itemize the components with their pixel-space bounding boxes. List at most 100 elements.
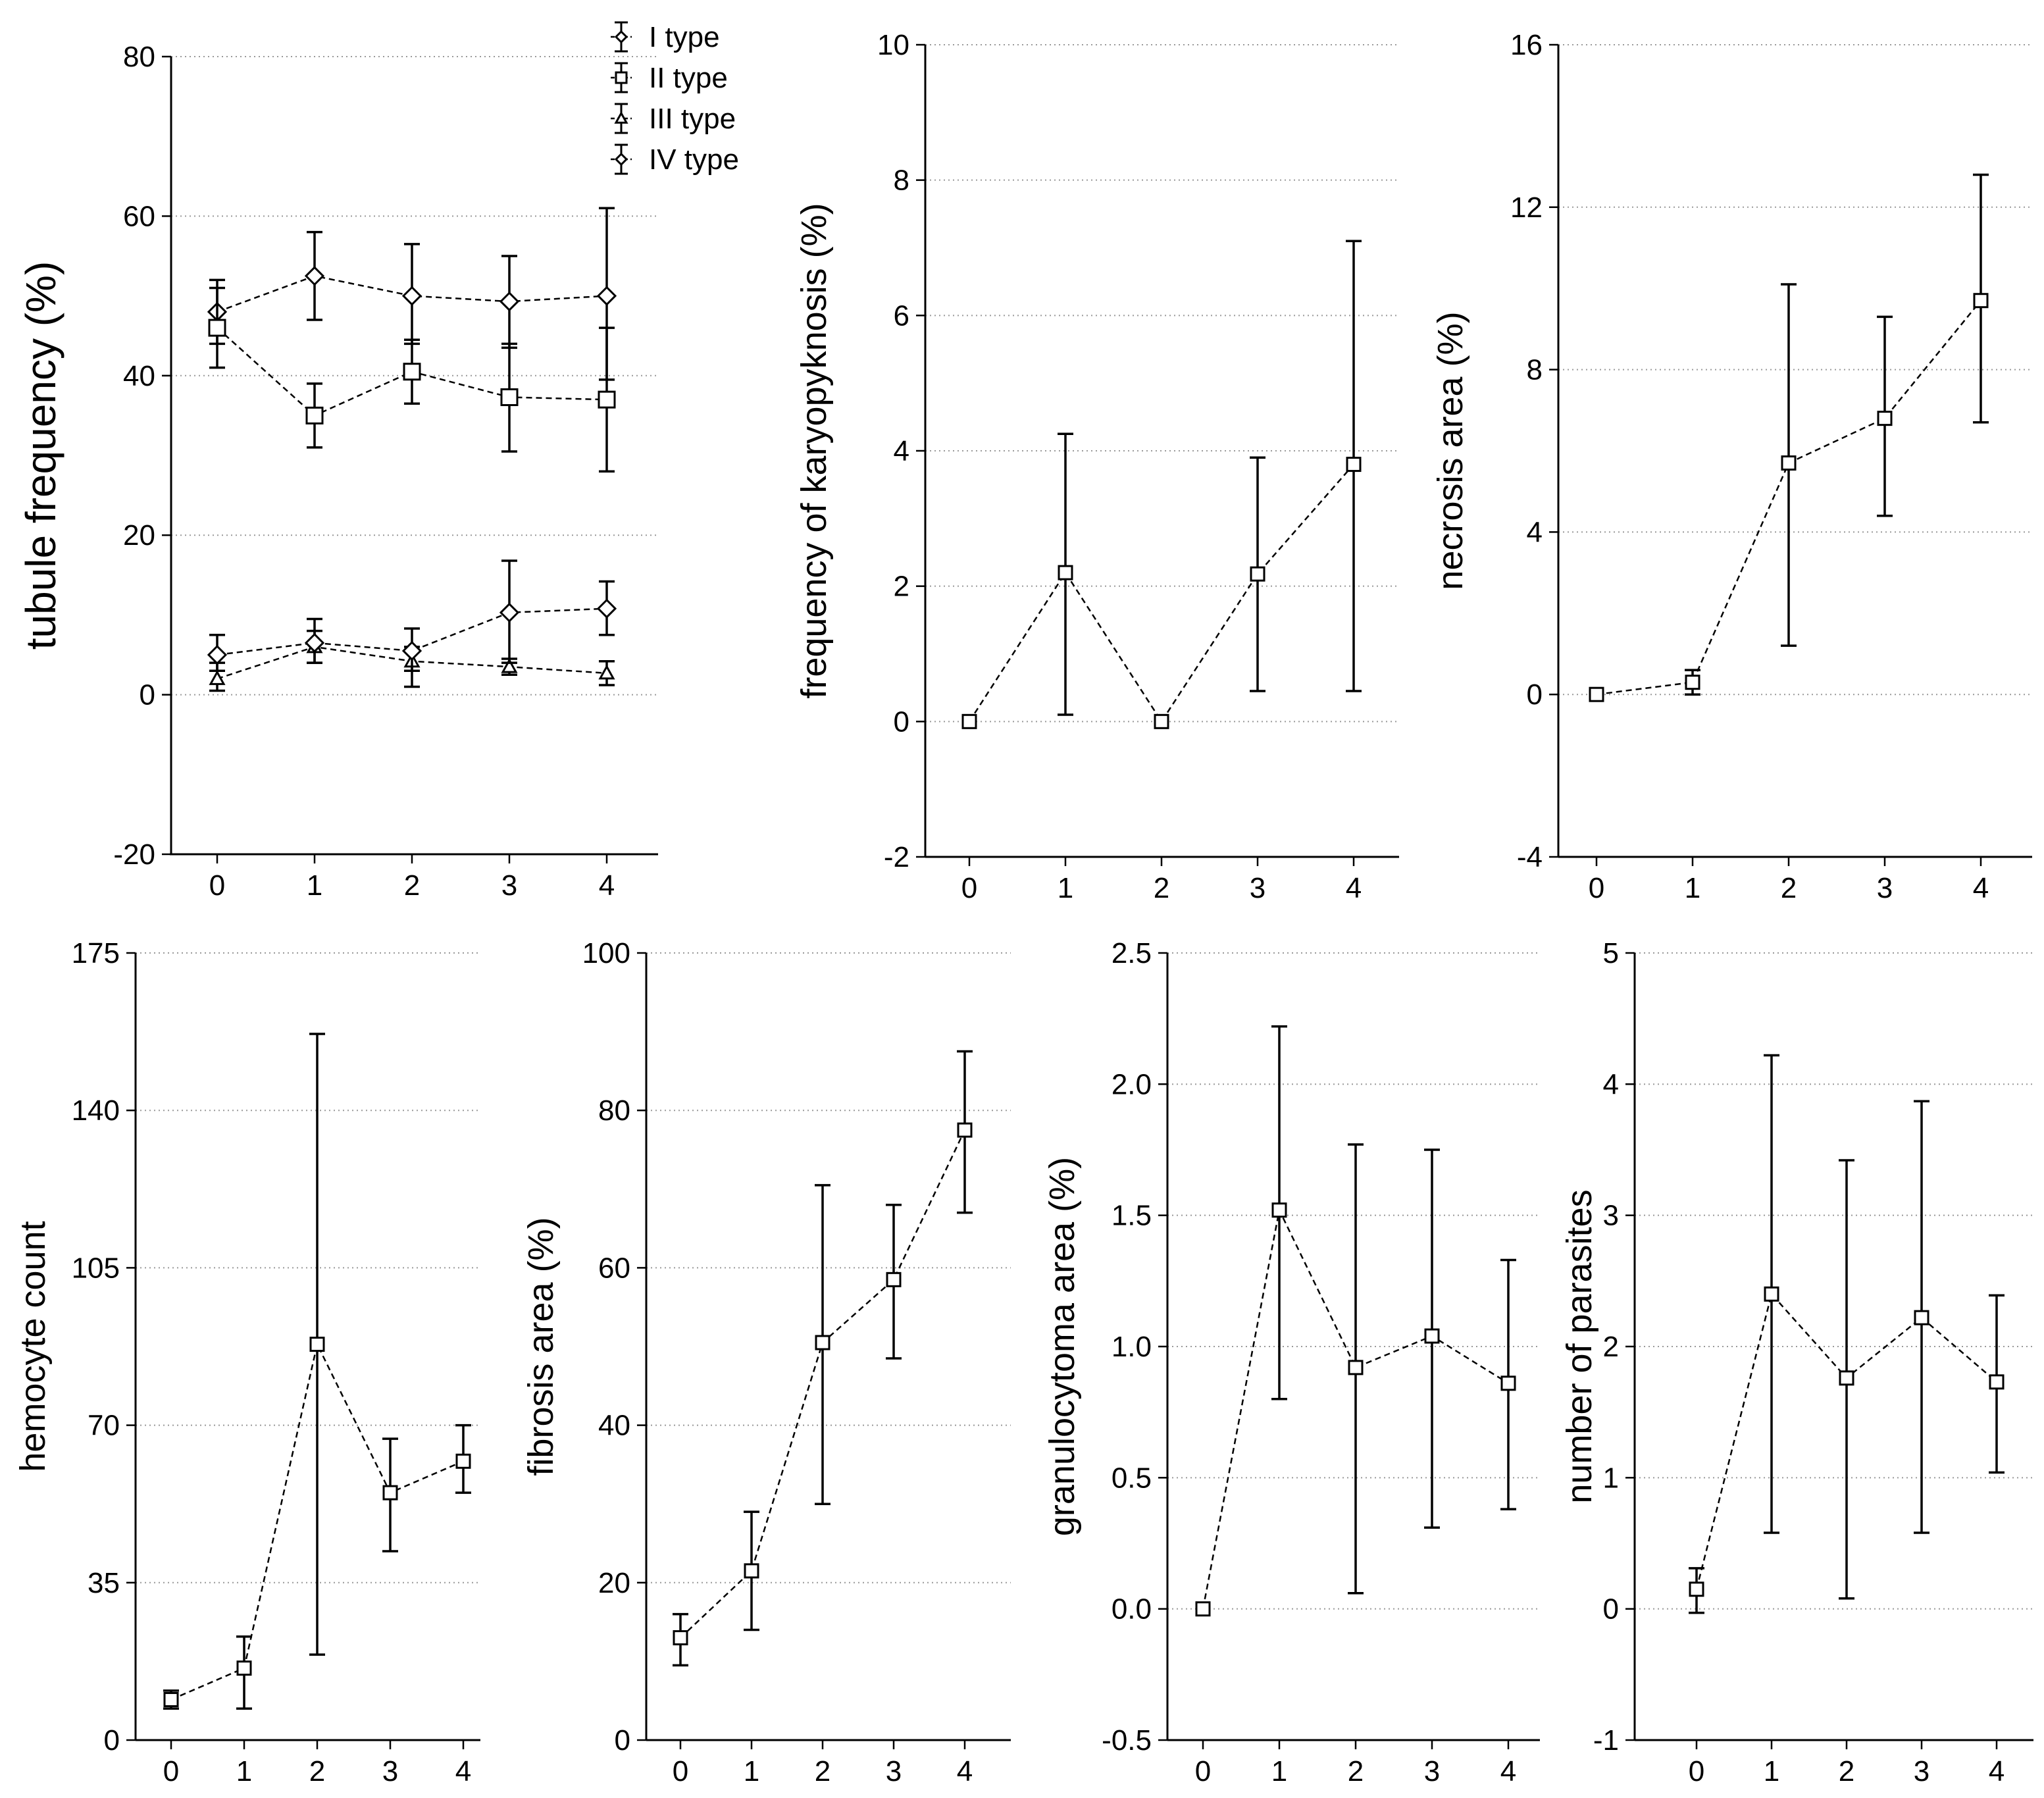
chart-panel-5: 0 20 40 60 80 100 0 1 2 3 4 fibrosis area (%) <box>521 937 1011 1787</box>
data-point-2 <box>1154 713 1169 729</box>
series-1 <box>1689 1054 2005 1614</box>
y-axis-label: number of parasites <box>1560 1189 1599 1503</box>
y-tick-label: -20 <box>113 838 155 871</box>
chart-panel-2: -2 0 2 4 6 8 10 0 1 2 3 4 frequency of karyopyknosis… <box>794 29 1399 904</box>
data-point-2 <box>1781 455 1797 471</box>
data-point-1 <box>1058 565 1073 580</box>
y-axis-label: hemocyte count <box>13 1221 53 1472</box>
y-tick-label: 5 <box>1603 937 1619 969</box>
y-tick-label: 140 <box>72 1094 120 1127</box>
x-tick-label: 2 <box>1781 872 1797 904</box>
y-tick-label: 175 <box>72 937 120 969</box>
data-point-4 <box>596 286 617 306</box>
legend-item-2: II type <box>611 62 728 94</box>
x-tick-label: 3 <box>501 869 517 902</box>
chart-panel-7: -1 0 1 2 3 4 5 0 1 2 3 4 number of parasites <box>1560 937 2033 1787</box>
x-tick-label: 0 <box>1195 1755 1211 1787</box>
y-tick-label: 6 <box>894 299 909 332</box>
data-point-2 <box>815 1335 830 1350</box>
series-4 <box>207 559 617 672</box>
data-point-4 <box>598 664 615 680</box>
data-point-2 <box>614 111 628 124</box>
series-1 <box>673 1050 973 1667</box>
x-tick-label: 4 <box>1989 1755 2005 1787</box>
y-tick-label: -1 <box>1593 1724 1619 1757</box>
data-point-0 <box>1195 1601 1211 1617</box>
y-tick-label: 0 <box>104 1724 120 1757</box>
y-tick-label: 40 <box>598 1410 630 1442</box>
x-tick-label: 4 <box>957 1755 973 1787</box>
data-point-0 <box>208 319 226 337</box>
data-point-2 <box>401 640 422 661</box>
chart-panel-6: -0.5 0.0 0.5 1.0 1.5 2.0 2.5 0 1 2 3 4 granulocytoma… <box>1042 937 1540 1787</box>
y-tick-label: 35 <box>88 1567 120 1599</box>
y-tick-label: 60 <box>598 1252 630 1284</box>
legend-label: II type <box>649 62 728 94</box>
y-tick-label: 60 <box>123 200 155 232</box>
y-tick-label: 0.5 <box>1111 1462 1152 1494</box>
data-point-3 <box>1877 411 1893 426</box>
y-axis-label: granulocytoma area (%) <box>1042 1157 1082 1536</box>
y-tick-label: 4 <box>1527 516 1543 548</box>
chart-panel-1: -20 0 20 40 60 80 0 1 2 3 4 tubule frequency (%) I t… <box>17 21 739 902</box>
series-1 <box>207 207 617 381</box>
x-tick-label: 0 <box>673 1755 688 1787</box>
y-tick-label: 40 <box>123 360 155 392</box>
series-line <box>170 1341 464 1701</box>
y-tick-label: 12 <box>1510 192 1543 224</box>
y-tick-label: 4 <box>1603 1068 1619 1100</box>
y-tick-label: 0 <box>1603 1593 1619 1626</box>
y-tick-label: 80 <box>123 41 155 73</box>
data-point-1 <box>236 1660 252 1676</box>
x-tick-label: 2 <box>309 1755 325 1787</box>
y-tick-label: 0.0 <box>1111 1593 1152 1626</box>
y-axis-label: tubule frequency (%) <box>17 261 64 650</box>
y-tick-label: 3 <box>1603 1200 1619 1232</box>
data-point-0 <box>163 1691 179 1707</box>
data-point-0 <box>614 30 628 44</box>
series-1 <box>961 240 1362 729</box>
series-2 <box>208 286 616 473</box>
x-tick-label: 1 <box>1685 872 1700 904</box>
data-point-1 <box>615 71 628 84</box>
data-point-1 <box>1271 1202 1287 1218</box>
data-point-4 <box>957 1122 973 1138</box>
legend-item-1: I type <box>611 21 720 53</box>
data-point-0 <box>209 670 226 685</box>
x-tick-label: 1 <box>1271 1755 1287 1787</box>
data-point-2 <box>1348 1360 1364 1375</box>
data-point-3 <box>382 1485 398 1501</box>
y-tick-label: 2.0 <box>1111 1068 1152 1100</box>
y-tick-label: 105 <box>72 1252 120 1284</box>
y-tick-label: 16 <box>1510 29 1543 61</box>
data-point-1 <box>1764 1286 1779 1302</box>
data-point-1 <box>744 1563 759 1579</box>
x-tick-label: 3 <box>1914 1755 1929 1787</box>
y-tick-label: -2 <box>884 841 909 873</box>
y-tick-label: 1.0 <box>1111 1331 1152 1363</box>
data-point-0 <box>207 644 228 665</box>
y-tick-label: 80 <box>598 1094 630 1127</box>
x-tick-label: 3 <box>382 1755 398 1787</box>
x-tick-label: 0 <box>1589 872 1604 904</box>
data-point-3 <box>1250 566 1265 582</box>
x-tick-label: 4 <box>1346 872 1362 904</box>
data-point-0 <box>1589 686 1604 702</box>
y-tick-label: -4 <box>1517 841 1543 873</box>
y-tick-label: 0 <box>615 1724 630 1757</box>
x-tick-label: 1 <box>236 1755 252 1787</box>
legend: I type II type III type IV type <box>611 21 739 176</box>
series-line <box>1202 1207 1509 1609</box>
y-tick-label: 8 <box>1527 354 1543 386</box>
data-point-3 <box>1914 1310 1929 1325</box>
y-tick-label: 0 <box>1527 679 1543 711</box>
x-tick-label: 0 <box>209 869 225 902</box>
y-tick-label: 8 <box>894 165 909 197</box>
y-tick-label: 1.5 <box>1111 1200 1152 1232</box>
y-tick-label: 2 <box>894 571 909 603</box>
y-tick-label: 100 <box>582 937 630 969</box>
y-tick-label: 20 <box>598 1567 630 1599</box>
data-point-4 <box>596 598 617 619</box>
